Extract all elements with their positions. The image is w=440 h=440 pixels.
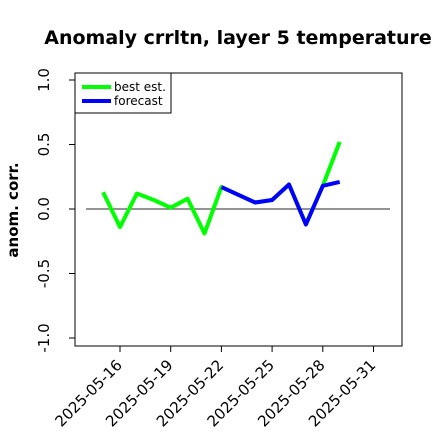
y-tick-label: -0.5 [35,259,53,288]
x-axis: 2025-05-162025-05-192025-05-222025-05-25… [51,345,379,430]
legend: best est. forecast [74,72,172,114]
y-tick-label: 1.0 [35,68,53,92]
y-axis: -1.0 -0.5 0.0 0.5 1.0 [35,68,76,353]
legend-label-forecast: forecast [114,94,163,108]
chart-title: Anomaly crrltn, layer 5 temperature [44,27,432,49]
series-line-forecast [220,179,341,227]
y-tick-label: 0.5 [35,133,53,157]
y-tick-label: 0.0 [35,197,53,221]
legend-label-best-est: best est. [114,80,166,94]
series-layer [101,141,342,236]
legend-box [74,72,172,114]
y-tick-label: -1.0 [35,323,53,352]
y-axis-label: anom. corr. [4,162,22,257]
